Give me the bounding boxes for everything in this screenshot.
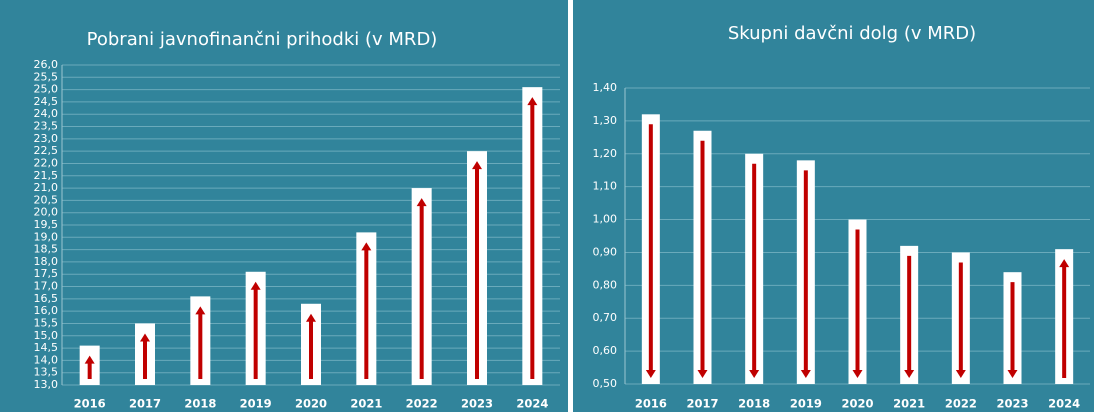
- x-tick-label: 2022: [406, 397, 438, 411]
- chart: Pobrani javnofinančni prihodki (v MRD) 13…: [34, 29, 560, 411]
- y-tick-label: 25,0: [34, 83, 59, 96]
- x-tick-label: 2020: [841, 397, 873, 411]
- arrow-head: [306, 313, 316, 322]
- x-tick-label: 2023: [461, 397, 493, 411]
- x-tick-label: 2021: [893, 397, 925, 411]
- x-tick-label: 2024: [516, 397, 548, 411]
- arrow-head: [140, 333, 150, 342]
- y-tick-label: 0,70: [593, 311, 618, 324]
- y-tick-label: 15,0: [34, 329, 59, 342]
- y-tick-label: 16,5: [34, 292, 59, 305]
- y-tick-label: 18,0: [34, 255, 59, 268]
- arrow-head: [645, 370, 656, 378]
- y-tick-label: 20,0: [34, 206, 59, 219]
- y-tick-label: 16,0: [34, 304, 59, 317]
- y-tick-label: 25,5: [34, 70, 59, 83]
- x-tick-label: 2017: [129, 397, 161, 411]
- chart: Skupni davčni dolg (v MRD) 0,50 0,60 0,70 0,…: [593, 23, 1090, 411]
- arrow-head: [472, 161, 482, 170]
- y-tick-label: 19,0: [34, 230, 59, 243]
- x-tick-label: 2017: [686, 397, 718, 411]
- chart-title: Skupni davčni dolg (v MRD): [728, 23, 976, 44]
- y-tick-label: 13,0: [34, 378, 59, 391]
- y-tick-label: 21,0: [34, 181, 59, 194]
- y-tick-label: 17,0: [34, 280, 59, 293]
- y-tick-label: 0,90: [593, 245, 618, 258]
- arrow-head: [697, 370, 708, 378]
- x-tick-label: 2024: [1048, 397, 1080, 411]
- arrow-head: [800, 370, 811, 378]
- y-tick-label: 1,00: [593, 213, 618, 226]
- y-tick-label: 23,5: [34, 120, 59, 133]
- y-tick-label: 22,0: [34, 156, 59, 169]
- x-tick-label: 2018: [184, 397, 216, 411]
- chart-title: Pobrani javnofinančni prihodki (v MRD): [87, 29, 438, 50]
- arrow-head: [1059, 259, 1070, 268]
- arrow-head: [527, 97, 538, 106]
- x-tick-label: 2023: [996, 397, 1028, 411]
- x-tick-label: 2016: [74, 397, 106, 411]
- y-tick-label: 1,30: [593, 114, 618, 127]
- y-tick-label: 22,5: [34, 144, 59, 157]
- y-tick-label: 26,0: [34, 58, 59, 71]
- x-tick-label: 2020: [295, 397, 327, 411]
- y-tick-label: 21,5: [34, 169, 59, 182]
- y-tick-label: 18,5: [34, 243, 59, 256]
- y-tick-label: 1,20: [593, 147, 618, 160]
- y-tick-label: 24,0: [34, 107, 59, 120]
- y-tick-label: 24,5: [34, 95, 59, 108]
- x-tick-label: 2018: [738, 397, 770, 411]
- arrow-head: [84, 355, 95, 364]
- divider: [568, 0, 573, 412]
- x-tick-label: 2021: [350, 397, 382, 411]
- arrow-head: [904, 370, 915, 378]
- y-tick-label: 14,0: [34, 353, 59, 366]
- x-tick-label: 2019: [240, 397, 272, 411]
- y-tick-label: 0,50: [593, 377, 618, 390]
- arrow-head: [195, 306, 206, 315]
- arrow-head: [749, 370, 760, 378]
- x-tick-label: 2016: [635, 397, 667, 411]
- y-tick-label: 19,5: [34, 218, 59, 231]
- y-tick-label: 0,80: [593, 278, 618, 291]
- y-tick-label: 17,5: [34, 267, 59, 280]
- y-tick-label: 20,5: [34, 193, 59, 206]
- y-tick-label: 23,0: [34, 132, 59, 145]
- y-tick-label: 14,5: [34, 341, 59, 354]
- arrow-head: [250, 281, 261, 290]
- arrow-head: [416, 198, 427, 207]
- arrow-head: [852, 370, 863, 378]
- y-tick-label: 13,5: [34, 366, 59, 379]
- arrow-head: [955, 370, 966, 378]
- arrow-head: [1007, 370, 1018, 378]
- y-tick-label: 0,60: [593, 344, 618, 357]
- arrow-head: [361, 242, 372, 251]
- x-tick-label: 2022: [945, 397, 977, 411]
- y-tick-label: 15,5: [34, 316, 59, 329]
- x-tick-label: 2019: [790, 397, 822, 411]
- y-tick-label: 1,40: [593, 81, 618, 94]
- y-tick-label: 1,10: [593, 180, 618, 193]
